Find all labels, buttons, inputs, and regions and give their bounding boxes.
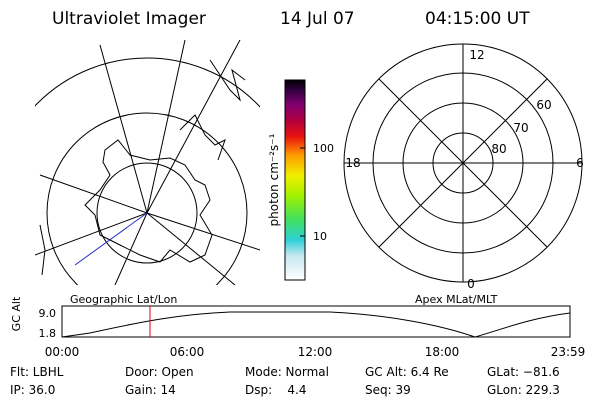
alt-curve (61, 311, 571, 338)
colorbar (284, 79, 306, 281)
alt-xtick-label: 12:00 (298, 345, 333, 359)
alt-axis-label: GC Alt (10, 296, 23, 331)
colorbar-label: photon cm⁻²s⁻¹ (267, 133, 281, 226)
meridians (35, 40, 260, 285)
colorbar-tick-label: 10 (313, 230, 327, 243)
status-field: Gain: 14 (125, 383, 176, 397)
status-panel: Flt: LBHL Door: Open Mode: Normal GC Alt: 6… (10, 365, 560, 397)
alt-left-label: Geographic Lat/Lon (70, 293, 177, 306)
track (74, 212, 148, 266)
mlat-label: 60 (536, 98, 551, 112)
mlat-label: 70 (513, 121, 528, 135)
status-field: Seq: 39 (365, 383, 411, 397)
mlt-lines (344, 44, 582, 282)
lat-circle (35, 57, 260, 108)
time: 04:15:00 UT (425, 9, 530, 29)
status-field: IP: 36.0 (10, 383, 55, 397)
status-field: GLat: −81.6 (487, 365, 560, 379)
alt-xtick-label: 23:59 (551, 345, 586, 359)
status-field: GLon: 229.3 (487, 383, 560, 397)
colorbar-tick-label: 100 (313, 142, 334, 155)
title: Ultraviolet Imager (52, 9, 206, 29)
status-field: GC Alt: 6.4 Re (365, 365, 449, 379)
mlt-label: 0 (467, 277, 475, 291)
alt-ytick-label: 1.8 (39, 327, 57, 340)
alt-xtick-label: 00:00 (45, 345, 80, 359)
lat-circle (96, 162, 198, 264)
alt-xtick-label: 18:00 (425, 345, 460, 359)
mlt-label: 12 (469, 48, 484, 62)
status-field: Flt: LBHL (10, 365, 64, 379)
alt-ytick-label: 9.0 (39, 307, 57, 320)
status-field: Dsp: 4.4 (245, 383, 307, 397)
mlt-label: 18 (345, 156, 360, 170)
alt-plot-frame (61, 305, 571, 338)
mlat-label: 80 (491, 142, 506, 156)
alt-xtick-label: 06:00 (170, 345, 205, 359)
status-field: Mode: Normal (245, 365, 329, 379)
status-field: Door: Open (125, 365, 194, 379)
geo-map (35, 40, 260, 285)
alt-right-label: Apex MLat/MLT (415, 293, 498, 306)
mlt-label: 6 (576, 156, 584, 170)
lat-circle (46, 112, 248, 285)
polar-grid (343, 43, 583, 283)
coastline (39, 59, 246, 276)
coastline (84, 139, 213, 263)
date: 14 Jul 07 (280, 9, 355, 29)
